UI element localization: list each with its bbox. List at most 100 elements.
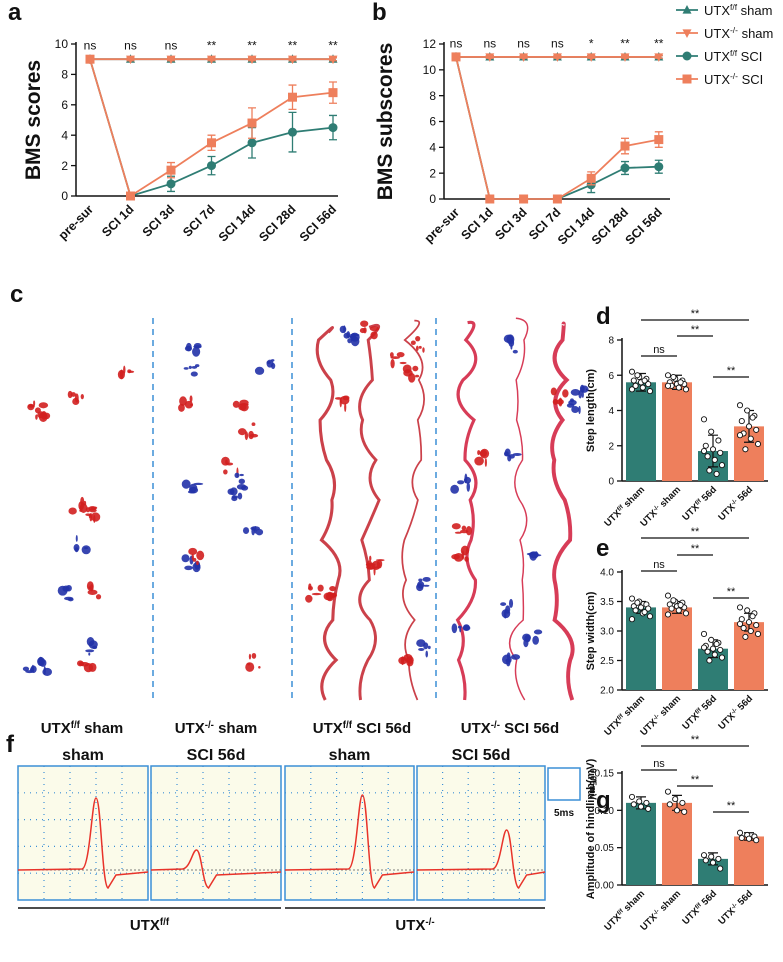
y-tick-label: 0: [61, 189, 68, 203]
paw-print: [450, 484, 460, 494]
x-tick-label: SCI 56d: [297, 202, 339, 244]
paw-print: [317, 584, 324, 592]
data-point: [736, 829, 744, 836]
y-tick-label: 8: [61, 68, 68, 82]
emg-trace: [416, 829, 546, 889]
data-point: [717, 865, 724, 872]
paw-print: [232, 400, 240, 408]
data-point: [681, 808, 688, 815]
paw-print: [415, 336, 421, 342]
paw-print: [87, 589, 98, 595]
paw-print: [192, 347, 201, 357]
x-tick-label: SCI 7d: [180, 202, 217, 239]
y-tick-label: 4: [61, 128, 68, 142]
paw-print: [451, 623, 458, 634]
significance: **: [727, 586, 736, 598]
paw-print: [350, 336, 360, 347]
data-point: [628, 368, 636, 375]
paw-print: [238, 478, 245, 485]
data-point: [670, 597, 677, 604]
marker: [207, 55, 216, 65]
marker: [247, 55, 257, 65]
paw-print: [245, 662, 255, 672]
paw-print: [532, 635, 539, 645]
data-point: [709, 645, 717, 652]
marker: [207, 161, 216, 171]
data-point: [736, 432, 744, 439]
marker: [620, 141, 630, 151]
data-point: [668, 605, 675, 612]
paw-print: [240, 485, 249, 491]
paw-print: [237, 492, 243, 500]
data-point: [630, 801, 637, 808]
marker: [288, 55, 297, 65]
paw-print: [191, 553, 194, 561]
legend-label: UTXf/f sham: [704, 2, 772, 18]
paw-print: [570, 389, 581, 396]
marker: [519, 53, 529, 62]
data-point: [677, 601, 684, 609]
y-tick-label: 12: [423, 37, 437, 51]
paw-print: [526, 552, 536, 556]
marker: [586, 173, 596, 183]
y-tick-label: 0.05: [595, 843, 615, 854]
paw-print: [376, 559, 383, 569]
x-tick-label: pre-sur: [56, 202, 96, 242]
paw-print: [231, 495, 239, 499]
marker: [166, 165, 176, 175]
legend-marker: [682, 29, 692, 38]
paw-print: [242, 527, 250, 535]
paw-print: [38, 412, 48, 423]
data-point: [745, 835, 753, 842]
paw-print: [188, 547, 198, 556]
paw-print: [562, 389, 569, 398]
bar: [734, 836, 764, 885]
x-tick-label: UTX-/- 56d: [716, 693, 755, 732]
paw-print: [339, 395, 350, 405]
paw-print: [95, 594, 102, 600]
paw-print: [311, 592, 322, 596]
y-tick-label: 3.5: [600, 597, 614, 608]
paw-print: [484, 458, 487, 467]
data-point: [702, 442, 709, 449]
marker: [288, 92, 297, 102]
data-point: [704, 648, 711, 655]
footprint-image: [305, 319, 431, 701]
data-point: [738, 834, 745, 842]
paw-print: [370, 331, 378, 340]
significance: **: [691, 308, 700, 320]
paw-print: [506, 334, 515, 345]
paw-print: [477, 450, 481, 455]
paw-print: [418, 345, 422, 349]
y-tick-label: 2.0: [600, 686, 614, 697]
data-point: [736, 604, 744, 611]
paw-print: [248, 653, 252, 660]
data-point: [718, 462, 726, 469]
y-tick-label: 4.0: [600, 568, 614, 579]
panel-letter: d: [596, 303, 611, 330]
marker: [328, 88, 338, 98]
y-axis-label: BMS subscores: [374, 43, 397, 201]
paw-print: [31, 664, 35, 673]
data-point: [742, 633, 749, 640]
paw-print: [389, 352, 394, 358]
scale-box: [547, 767, 581, 801]
data-point: [715, 437, 722, 444]
paw-print: [88, 506, 97, 511]
paw-print: [80, 393, 84, 400]
emg-box: [284, 765, 415, 901]
box-frame: [284, 765, 415, 901]
paw-print: [504, 448, 511, 457]
paw-print: [457, 625, 462, 629]
paw-print: [184, 400, 194, 409]
y-tick-label: 0.10: [595, 806, 615, 817]
paw-print: [556, 399, 564, 405]
x-tick-label: UTX-/- 56d: [716, 888, 755, 927]
marker: [586, 53, 596, 62]
paw-print: [416, 639, 426, 648]
data-point: [708, 853, 715, 860]
marker: [451, 52, 461, 62]
y-axis-label: BMS scores: [22, 60, 45, 180]
legend-label: UTXf/f SCI: [704, 48, 762, 64]
